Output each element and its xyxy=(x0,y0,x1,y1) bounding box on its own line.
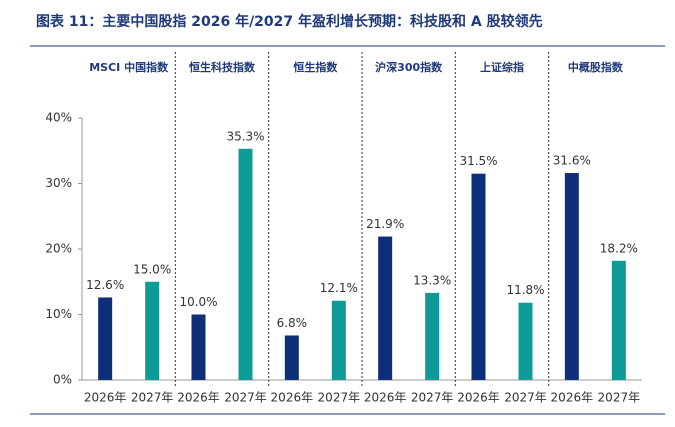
data-label: 15.0% xyxy=(133,262,171,276)
data-label: 10.0% xyxy=(179,295,217,309)
data-label: 21.9% xyxy=(366,217,404,231)
data-label: 13.3% xyxy=(413,273,451,287)
data-label: 35.3% xyxy=(226,129,264,143)
bar xyxy=(191,314,206,380)
bar xyxy=(471,173,486,380)
data-label: 31.6% xyxy=(553,154,591,168)
x-tick-label: 2026年 xyxy=(271,391,314,405)
y-tick-label: 20% xyxy=(45,242,72,256)
data-label: 12.1% xyxy=(320,281,358,295)
x-tick-label: 2026年 xyxy=(551,391,594,405)
bar xyxy=(145,281,160,380)
group-label: MSCI 中国指数 xyxy=(89,60,169,74)
chart-title: 图表 11：主要中国股指 2026 年/2027 年盈利增长预期：科技股和 A … xyxy=(36,13,543,30)
x-tick-label: 2026年 xyxy=(364,391,407,405)
bar xyxy=(564,173,579,380)
bar xyxy=(238,148,253,380)
bar xyxy=(425,292,440,380)
bar xyxy=(331,300,346,380)
x-tick-label: 2027年 xyxy=(318,391,361,405)
x-tick-label: 2027年 xyxy=(224,391,267,405)
x-tick-label: 2027年 xyxy=(598,391,641,405)
x-tick-label: 2026年 xyxy=(84,391,127,405)
bar xyxy=(378,236,393,380)
y-tick-label: 10% xyxy=(45,307,72,321)
bar xyxy=(611,260,626,380)
data-label: 31.5% xyxy=(459,154,497,168)
data-label: 12.6% xyxy=(86,278,124,292)
group-label: 沪深300指数 xyxy=(375,60,443,74)
data-label: 18.2% xyxy=(600,241,638,255)
group-label: 恒生指数 xyxy=(293,60,338,74)
data-label: 6.8% xyxy=(277,316,308,330)
bar xyxy=(518,302,533,380)
bar xyxy=(284,335,299,380)
y-tick-label: 0% xyxy=(53,373,72,387)
x-tick-label: 2026年 xyxy=(457,391,500,405)
group-label: 上证综指 xyxy=(480,60,524,74)
x-tick-label: 2027年 xyxy=(411,391,454,405)
bar xyxy=(98,297,113,380)
data-label: 11.8% xyxy=(506,283,544,297)
x-tick-label: 2027年 xyxy=(131,391,174,405)
x-tick-label: 2027年 xyxy=(504,391,547,405)
y-tick-label: 40% xyxy=(45,111,72,125)
group-label: 恒生科技指数 xyxy=(189,60,256,74)
group-label: 中概股指数 xyxy=(568,60,624,74)
x-tick-label: 2026年 xyxy=(177,391,220,405)
y-tick-label: 30% xyxy=(45,176,72,190)
